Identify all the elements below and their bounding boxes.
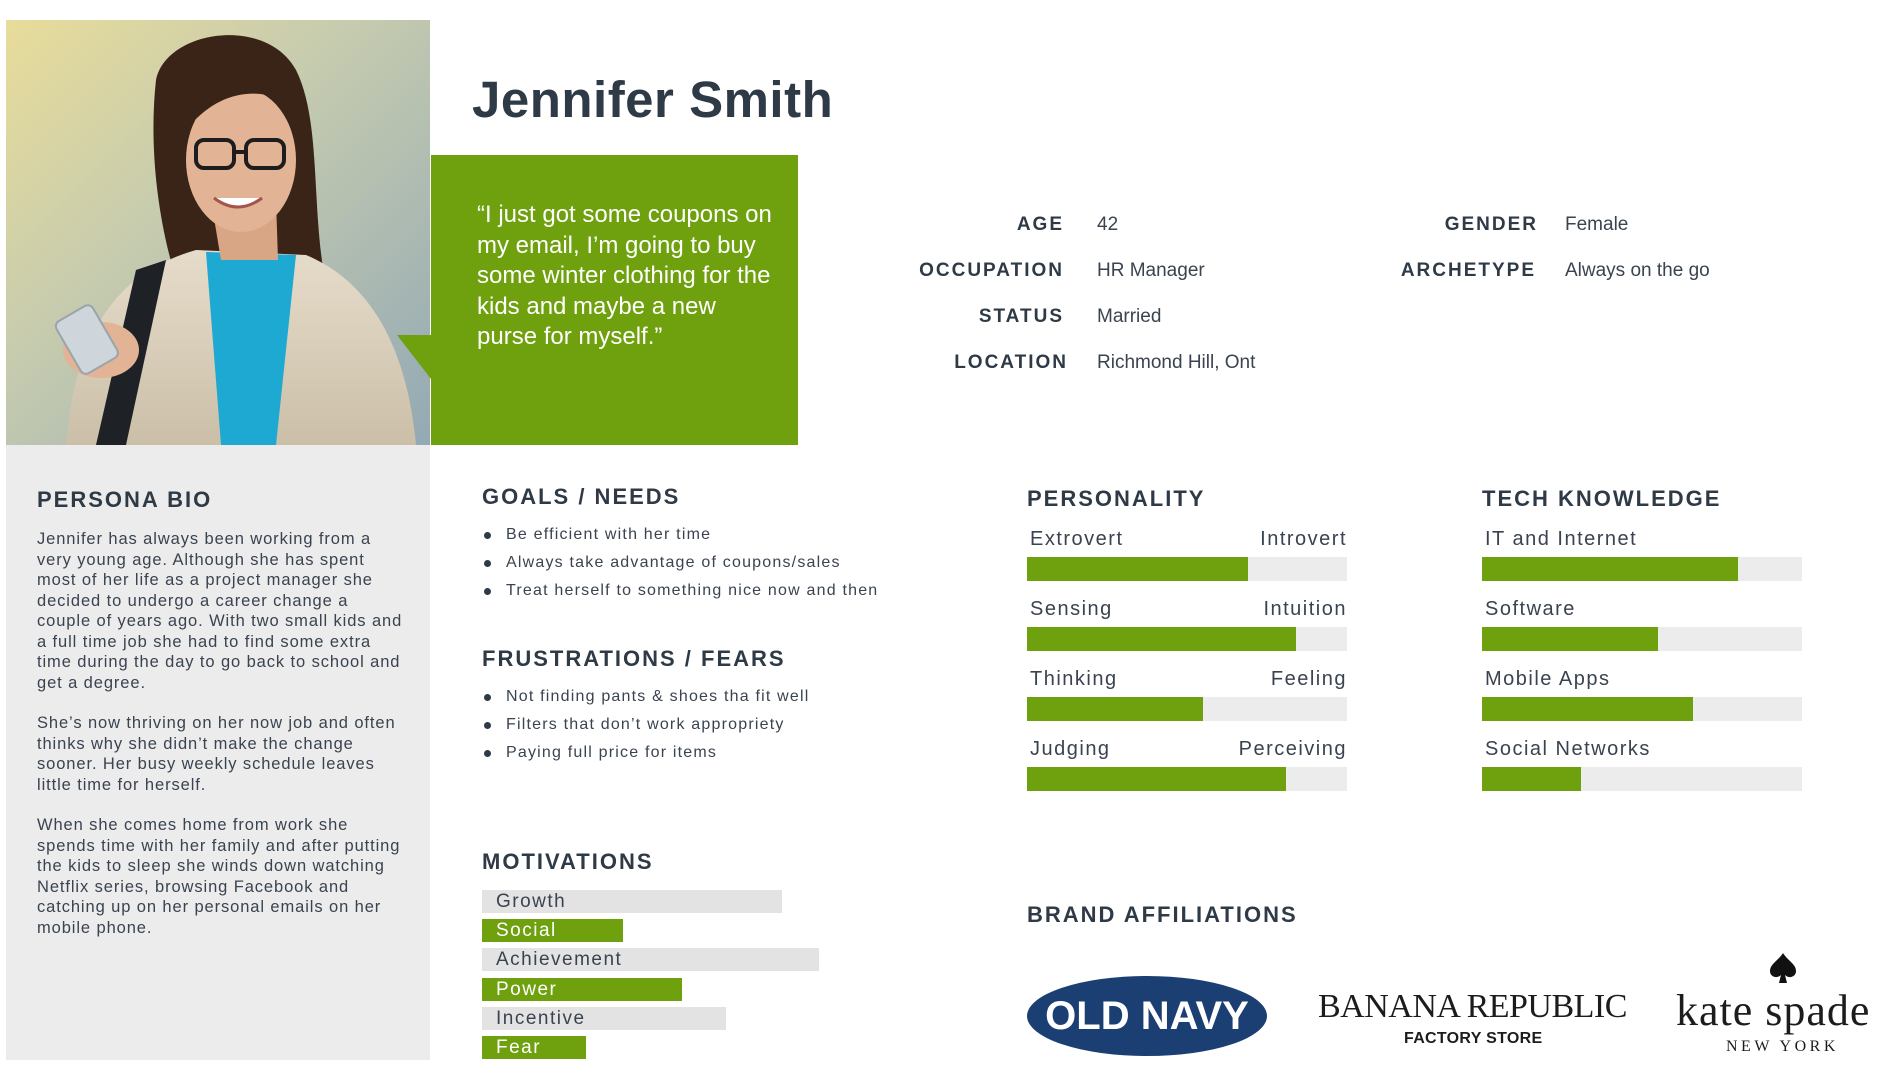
personality-left-label: Extrovert bbox=[1030, 528, 1124, 550]
motivation-bar: Incentive bbox=[482, 1006, 726, 1030]
banana-republic-subtitle: FACTORY STORE bbox=[1404, 1030, 1543, 1047]
personality-slider-track bbox=[1027, 627, 1347, 651]
quote-bubble bbox=[431, 155, 798, 445]
motivation-label: Incentive bbox=[496, 1007, 586, 1029]
persona-quote: “I just got some coupons on my email, I’… bbox=[477, 201, 772, 350]
tech-knowledge-track bbox=[1482, 767, 1802, 791]
persona-name: Jennifer Smith bbox=[472, 71, 834, 128]
personality-right-label: Feeling bbox=[1270, 668, 1347, 690]
status-value: Married bbox=[1097, 306, 1162, 327]
list-item: Not finding pants & shoes tha fit well bbox=[482, 688, 810, 716]
status-label: STATUS bbox=[978, 306, 1064, 327]
tech-knowledge-fill bbox=[1482, 697, 1694, 721]
old-navy-text: OLD NAVY bbox=[1045, 994, 1249, 1038]
personality-left-label: Judging bbox=[1030, 738, 1111, 760]
tech-knowledge-track bbox=[1482, 627, 1802, 651]
personality-left-label: Thinking bbox=[1030, 668, 1118, 690]
quote-bubble-tail bbox=[397, 335, 431, 379]
spade-icon bbox=[1768, 952, 1798, 984]
occupation-value: HR Manager bbox=[1097, 260, 1205, 281]
frustrations-list: Not finding pants & shoes tha fit well F… bbox=[482, 688, 810, 772]
age-value: 42 bbox=[1097, 214, 1119, 235]
frustrations-title: FRUSTRATIONS / FEARS bbox=[482, 646, 786, 671]
kate-spade-subtitle: NEW YORK bbox=[1726, 1038, 1839, 1055]
tech-knowledge-label: Social Networks bbox=[1485, 738, 1651, 760]
list-item: Be efficient with her time bbox=[482, 526, 878, 554]
motivation-label: Fear bbox=[496, 1037, 542, 1058]
bio-paragraph: When she comes home from work she spends… bbox=[37, 816, 401, 937]
tech-knowledge-label: IT and Internet bbox=[1485, 528, 1638, 550]
gender-value: Female bbox=[1565, 214, 1629, 235]
persona-bio-text: Jennifer has always been working from a … bbox=[37, 529, 407, 958]
personality-slider-track bbox=[1027, 697, 1347, 721]
motivation-label: Achievement bbox=[496, 949, 623, 971]
personality-slider-fill bbox=[1027, 697, 1203, 721]
tech-knowledge-track bbox=[1482, 697, 1802, 721]
tech-knowledge-label: Mobile Apps bbox=[1485, 668, 1611, 690]
motivation-bar: Achievement bbox=[482, 948, 819, 972]
tech-knowledge-label: Software bbox=[1485, 598, 1576, 620]
list-item: Paying full price for items bbox=[482, 744, 810, 772]
motivation-bar: Fear bbox=[482, 1036, 586, 1059]
personality-slider-track bbox=[1027, 557, 1347, 581]
motivation-label: Power bbox=[496, 978, 558, 1000]
list-item: Filters that don’t work appropriety bbox=[482, 716, 810, 744]
location-label: LOCATION bbox=[954, 352, 1068, 373]
persona-bio-panel: PERSONA BIO Jennifer has always been wor… bbox=[6, 445, 430, 1060]
list-item: Always take advantage of coupons/sales bbox=[482, 554, 878, 582]
personality-title: PERSONALITY bbox=[1027, 486, 1206, 511]
motivation-bar: Growth bbox=[482, 890, 782, 913]
personality-right-label: Introvert bbox=[1260, 528, 1347, 550]
motivation-label: Growth bbox=[496, 891, 567, 912]
personality-slider-fill bbox=[1027, 627, 1296, 651]
tech-knowledge-fill bbox=[1482, 557, 1738, 581]
goals-list: Be efficient with her time Always take a… bbox=[482, 526, 878, 610]
personality-slider-fill bbox=[1027, 767, 1287, 791]
brand-affiliations-title: BRAND AFFILIATIONS bbox=[1027, 902, 1298, 927]
archetype-label: ARCHETYPE bbox=[1400, 260, 1536, 281]
archetype-value: Always on the go bbox=[1565, 260, 1710, 281]
motivation-bar: Social bbox=[482, 919, 623, 943]
motivations-title: MOTIVATIONS bbox=[482, 849, 654, 874]
motivation-bar: Power bbox=[482, 977, 682, 1001]
gender-label: GENDER bbox=[1444, 214, 1538, 235]
tech-knowledge-track bbox=[1482, 557, 1802, 581]
tech-knowledge-fill bbox=[1482, 767, 1582, 791]
list-item: Treat herself to something nice now and … bbox=[482, 582, 878, 610]
tech-knowledge-title: TECH KNOWLEDGE bbox=[1482, 486, 1722, 511]
personality-slider-track bbox=[1027, 767, 1347, 791]
banana-republic-logo: BANANA REPUBLIC bbox=[1318, 988, 1627, 1025]
bio-paragraph: She’s now thriving on her now job and of… bbox=[37, 714, 396, 794]
persona-photo bbox=[6, 20, 430, 445]
goals-title: GOALS / NEEDS bbox=[482, 484, 681, 509]
motivation-label: Social bbox=[496, 920, 557, 942]
location-value: Richmond Hill, Ont bbox=[1097, 352, 1256, 373]
old-navy-logo: OLD NAVY bbox=[1027, 976, 1267, 1056]
personality-slider-fill bbox=[1027, 557, 1248, 581]
bio-paragraph: Jennifer has always been working from a … bbox=[37, 530, 403, 692]
occupation-label: OCCUPATION bbox=[919, 260, 1064, 281]
personality-right-label: Intuition bbox=[1263, 598, 1347, 620]
persona-bio-title: PERSONA BIO bbox=[37, 487, 213, 512]
personality-right-label: Perceiving bbox=[1238, 738, 1347, 760]
age-label: AGE bbox=[1016, 214, 1064, 235]
kate-spade-logo: kate spade bbox=[1676, 986, 1871, 1035]
tech-knowledge-fill bbox=[1482, 627, 1658, 651]
personality-left-label: Sensing bbox=[1030, 598, 1113, 620]
